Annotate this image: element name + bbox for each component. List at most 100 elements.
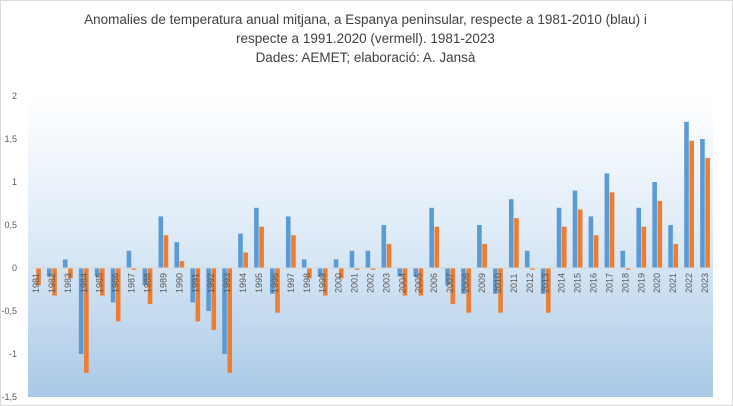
x-tick-label-2020: 2020	[652, 273, 662, 293]
bar-1981-2010-2012	[524, 250, 530, 268]
bar-1981-2010-2013	[540, 268, 546, 294]
bar-1981-2010-2007	[445, 268, 450, 286]
bar-1981-2010-2021	[668, 225, 673, 268]
bar-1981-2010-1996	[270, 268, 275, 294]
x-tick-label-1983: 1983	[63, 273, 73, 293]
bar-1991-2020-1992	[211, 268, 217, 330]
x-tick-label-2009: 2009	[477, 273, 487, 293]
bar-1981-2010-1990	[174, 242, 180, 268]
x-tick-label-2010: 2010	[493, 273, 503, 293]
y-tick-label: 1,5	[4, 134, 17, 144]
x-tick-label-1981: 1981	[31, 273, 41, 293]
bar-1991-2020-1986	[115, 268, 121, 322]
chart-title-line-3: Dades: AEMET; elaboració: A. Jansà	[255, 50, 476, 65]
bar-1981-2010-2005	[413, 268, 418, 277]
bar-1991-2020-2023	[705, 157, 710, 268]
bar-1991-2020-2007	[450, 268, 456, 305]
bar-1991-2020-1994	[243, 252, 248, 268]
bar-1981-2010-2023	[700, 139, 705, 268]
bar-1981-2010-1997	[285, 216, 291, 268]
x-tick-label-2000: 2000	[334, 273, 344, 293]
bar-1981-2010-2006	[429, 207, 434, 268]
bar-1991-2020-2017	[609, 192, 615, 268]
x-tick-label-2005: 2005	[413, 273, 423, 293]
bar-1981-2010-1982	[47, 268, 52, 277]
bar-1981-2010-1986	[110, 268, 116, 303]
bar-1991-2020-1989	[163, 235, 169, 268]
bar-1991-2020-1981	[36, 268, 41, 286]
y-tick-label: 0,5	[4, 220, 17, 230]
x-tick-label-2021: 2021	[668, 273, 678, 293]
y-tick-label: 0	[12, 263, 17, 273]
bar-1991-2020-1982	[52, 268, 57, 296]
bar-1991-2020-2008	[466, 268, 471, 313]
x-tick-label-1985: 1985	[95, 273, 105, 293]
bar-1991-2020-2015	[577, 209, 583, 268]
bar-1981-2010-1983	[62, 259, 68, 268]
x-tick-label-1991: 1991	[190, 273, 200, 293]
bar-1991-2020-2021	[673, 243, 679, 268]
x-tick-label-2004: 2004	[397, 273, 407, 293]
bar-1981-2010-2022	[684, 121, 689, 268]
x-tick-label-1993: 1993	[222, 273, 232, 293]
x-tick-label-2023: 2023	[700, 273, 710, 293]
bar-1981-2010-2019	[636, 207, 642, 268]
x-tick-label-1984: 1984	[79, 273, 89, 293]
chart-title-line-1: Anomalies de temperatura anual mitjana, …	[84, 12, 647, 27]
bar-1991-2020-1998	[307, 268, 312, 279]
bar-1981-2010-2010	[493, 268, 498, 294]
x-tick-label-2018: 2018	[620, 273, 630, 293]
x-tick-label-2002: 2002	[366, 273, 376, 293]
bar-1991-2020-2004	[402, 268, 408, 296]
bar-1991-2020-1984	[84, 268, 89, 373]
bar-1981-2010-2014	[556, 207, 562, 268]
bar-1981-2010-1987	[126, 250, 132, 268]
y-axis-ticks: -1,5 -1 -0,5 0 0,5 1 1,5 2	[1, 91, 17, 402]
x-tick-label-2019: 2019	[636, 273, 646, 293]
x-tick-label-1990: 1990	[174, 273, 184, 293]
bar-1991-2020-2016	[593, 235, 599, 268]
x-tick-label-2006: 2006	[429, 273, 439, 293]
bar-1981-2010-2020	[652, 182, 657, 268]
bar-1991-2020-1985	[99, 268, 105, 296]
bar-1981-2010-1984	[78, 268, 84, 354]
bar-1981-2010-2015	[572, 190, 578, 268]
x-tick-label-2011: 2011	[509, 274, 519, 293]
bar-1981-2010-2009	[477, 225, 482, 268]
x-tick-label-2012: 2012	[525, 273, 535, 293]
y-tick-label: -1,5	[1, 392, 17, 402]
bar-1991-2020-1995	[259, 226, 264, 268]
bar-1991-2020-2000	[338, 268, 344, 279]
bar-1981-2010-2018	[620, 250, 626, 268]
bar-1991-2020-2013	[546, 268, 551, 313]
x-tick-label-2013: 2013	[541, 273, 551, 293]
x-tick-label-1997: 1997	[286, 273, 296, 293]
bar-1991-2020-2011	[514, 218, 519, 268]
bar-1991-2020-1983	[68, 268, 73, 279]
bar-1981-2010-1989	[158, 216, 164, 268]
bar-1981-2010-1994	[238, 233, 243, 268]
bar-1991-2020-2001	[354, 268, 360, 270]
plot-area	[28, 96, 713, 397]
chart-title: Anomalies de temperatura anual mitjana, …	[0, 10, 731, 67]
bar-1991-2020-2019	[641, 226, 647, 268]
bar-1991-2020-1987	[131, 268, 137, 270]
bar-1981-2010-1995	[254, 207, 259, 268]
x-tick-label-2008: 2008	[461, 273, 471, 293]
x-tick-label-1982: 1982	[47, 273, 57, 293]
bar-1981-2010-1993	[222, 268, 227, 354]
x-tick-label-1994: 1994	[238, 273, 248, 293]
x-tick-label-2003: 2003	[381, 273, 391, 293]
y-tick-label: 1	[12, 177, 17, 187]
x-tick-label-2017: 2017	[604, 273, 614, 293]
bar-1991-2020-1999	[323, 268, 328, 296]
bar-1981-2010-2016	[588, 216, 594, 268]
bar-1981-2010-1988	[142, 268, 148, 286]
x-tick-label-1999: 1999	[318, 273, 328, 293]
bar-1991-2020-1991	[195, 268, 201, 322]
bar-1991-2020-2022	[689, 140, 694, 268]
x-tick-label-2007: 2007	[445, 273, 455, 293]
x-tick-label-1998: 1998	[302, 273, 312, 293]
bar-1981-2010-1998	[301, 259, 307, 268]
bar-1991-2020-2002	[370, 268, 376, 270]
